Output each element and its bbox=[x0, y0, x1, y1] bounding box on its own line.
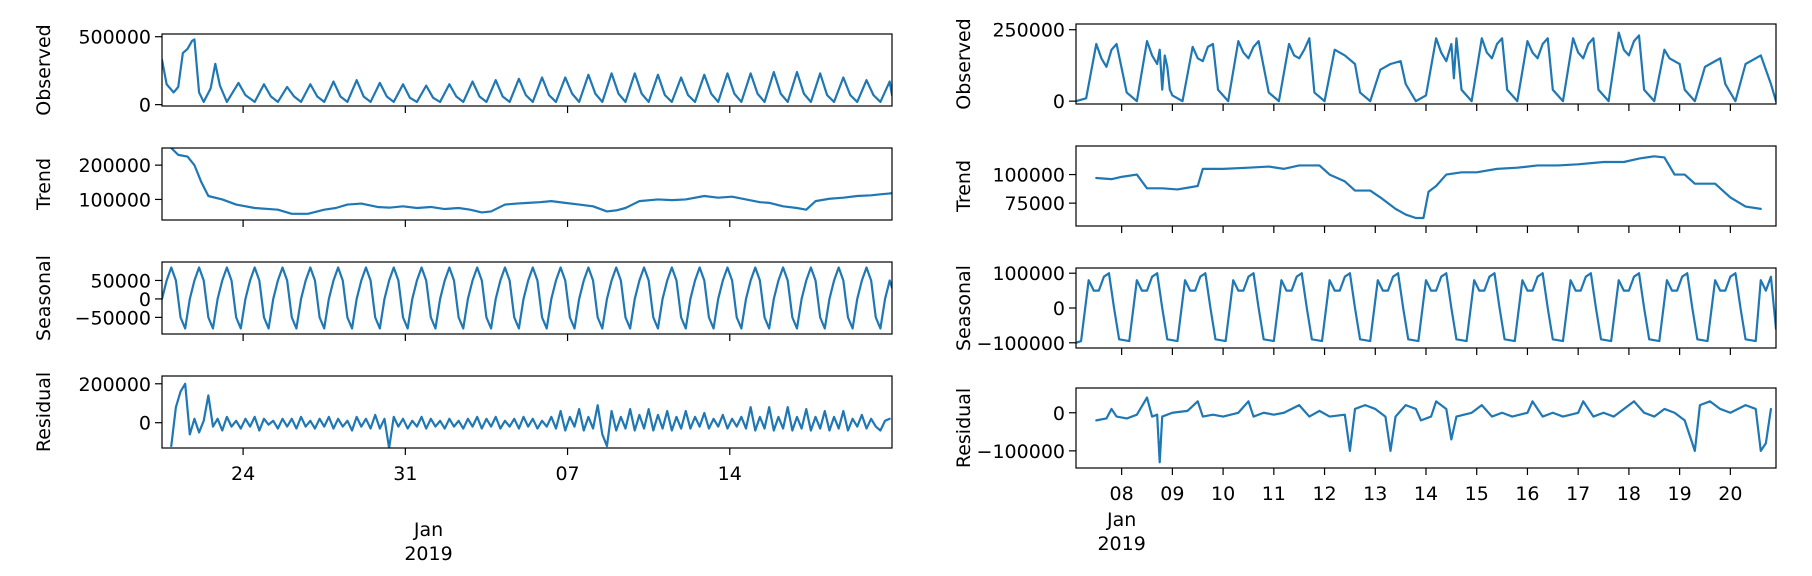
left-trend-ytick-label: 100000 bbox=[78, 189, 151, 211]
right-residual-series-line bbox=[1095, 396, 1773, 464]
right-year-label: 2019 bbox=[1097, 533, 1145, 555]
left-seasonal-ylabel: Seasonal bbox=[33, 255, 55, 341]
right-residual-ytick-label: −100000 bbox=[977, 441, 1065, 463]
left-residual-ylabel: Residual bbox=[33, 372, 55, 452]
left-trend-series-line bbox=[170, 148, 892, 215]
right-residual-xtick-label: 10 bbox=[1211, 483, 1235, 505]
right-trend-series-line bbox=[1095, 155, 1762, 220]
right-seasonal-series-line bbox=[1076, 272, 1776, 344]
right-residual-xtick-label: 18 bbox=[1617, 483, 1641, 505]
left-seasonal-axes-frame bbox=[161, 261, 893, 335]
left-observed-axes-frame bbox=[161, 33, 893, 107]
left-seasonal-ytick-label: −50000 bbox=[75, 307, 151, 329]
left-residual-ytick-label: 0 bbox=[139, 413, 151, 435]
right-observed-ytick-label: 0 bbox=[1053, 91, 1065, 113]
right-residual-xtick-label: 13 bbox=[1363, 483, 1387, 505]
left-observed-ylabel: Observed bbox=[33, 24, 55, 115]
left-observed-ytick-label: 500000 bbox=[78, 27, 151, 49]
right-residual-xtick-label: 16 bbox=[1515, 483, 1539, 505]
left-seasonal-ytick-label: 50000 bbox=[91, 270, 151, 292]
left-residual-series-line bbox=[170, 382, 891, 448]
right-seasonal-ytick-label: 100000 bbox=[992, 263, 1065, 285]
left-trend-panel: 100000 200000 Trend bbox=[33, 147, 893, 227]
right-residual-xtick-label: 19 bbox=[1668, 483, 1692, 505]
right-residual-axes-frame bbox=[1075, 387, 1777, 469]
right-seasonal-ylabel: Seasonal bbox=[953, 265, 975, 351]
right-residual-xtick-label: 11 bbox=[1262, 483, 1286, 505]
left-residual-xtick-label: 14 bbox=[718, 463, 742, 485]
left-residual-xtick-label: 31 bbox=[393, 463, 417, 485]
left-trend-ytick-label: 200000 bbox=[78, 155, 151, 177]
left-residual-ytick-label: 200000 bbox=[78, 374, 151, 396]
left-trend-ylabel: Trend bbox=[33, 158, 55, 211]
left-observed-series-line bbox=[162, 38, 892, 104]
right-residual-ylabel: Residual bbox=[953, 388, 975, 468]
right-observed-ylabel: Observed bbox=[953, 18, 975, 109]
right-trend-ytick-label: 100000 bbox=[992, 165, 1065, 187]
left-month-label: Jan bbox=[413, 519, 443, 541]
right-trend-panel: 75000 100000 Trend bbox=[953, 145, 1777, 233]
right-residual-xtick-label: 09 bbox=[1160, 483, 1184, 505]
right-trend-ytick-label: 75000 bbox=[1005, 193, 1065, 215]
left-residual-xtick-label: 07 bbox=[555, 463, 579, 485]
left-observed-ytick-label: 0 bbox=[139, 95, 151, 117]
left-observed-panel: 0 500000 Observed bbox=[33, 24, 893, 117]
right-seasonal-panel: −100000 0 100000 Seasonal bbox=[953, 263, 1777, 355]
left-seasonal-series-line bbox=[162, 266, 892, 330]
right-residual-panel: −100000 0 Residual 08 09 10 11 12 13 14 15 16 17 18 19… bbox=[953, 387, 1777, 555]
left-residual-axes-frame bbox=[161, 375, 893, 449]
right-residual-xtick-label: 12 bbox=[1312, 483, 1336, 505]
left-seasonal-ytick-label: 0 bbox=[139, 289, 151, 311]
right-seasonal-ytick-label: 0 bbox=[1053, 298, 1065, 320]
left-residual-xtick-label: 24 bbox=[231, 463, 255, 485]
right-month-label: Jan bbox=[1106, 509, 1136, 531]
right-trend-ylabel: Trend bbox=[953, 160, 975, 213]
right-residual-xtick-label: 14 bbox=[1414, 483, 1438, 505]
right-seasonal-ytick-label: −100000 bbox=[977, 333, 1065, 355]
right-observed-ytick-label: 250000 bbox=[992, 20, 1065, 42]
right-observed-series-line bbox=[1076, 31, 1776, 103]
left-year-label: 2019 bbox=[404, 543, 452, 565]
right-residual-xtick-label: 15 bbox=[1465, 483, 1489, 505]
right-observed-panel: 0 250000 Observed bbox=[953, 18, 1777, 113]
right-residual-ytick-label: 0 bbox=[1053, 403, 1065, 425]
left-trend-axes-frame bbox=[161, 147, 893, 221]
right-residual-xtick-label: 08 bbox=[1110, 483, 1134, 505]
right-residual-xtick-label: 17 bbox=[1566, 483, 1590, 505]
right-trend-axes-frame bbox=[1075, 145, 1777, 227]
right-residual-xtick-label: 20 bbox=[1718, 483, 1742, 505]
